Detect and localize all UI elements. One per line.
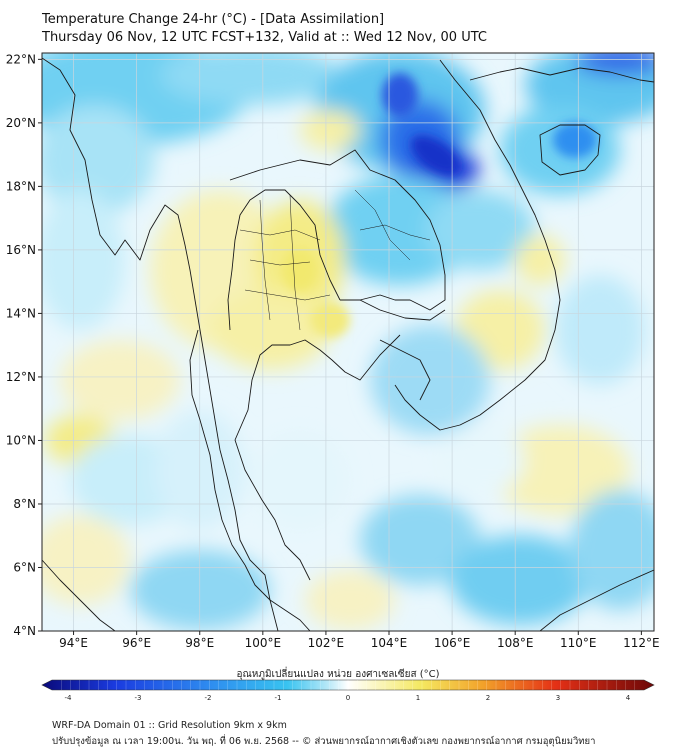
colorbar-bar: [41, 679, 655, 691]
lon-tick-label: 102°E: [308, 636, 345, 650]
lat-tick-label: 12°N: [6, 370, 36, 384]
lon-tick-label: 100°E: [245, 636, 282, 650]
chart-subtitle: Thursday 06 Nov, 12 UTC FCST+132, Valid …: [42, 30, 487, 45]
map-svg: 22°N 20°N 18°N 16°N 14°N 12°N 10°N 8°N 6°N 4°N 94…: [6, 52, 660, 702]
map-figure: 22°N 20°N 18°N 16°N 14°N 12°N 10°N 8°N 6°N 4°N 94…: [6, 52, 660, 702]
colorbar-tick-label: 0: [346, 694, 350, 700]
colorbar-ticks: -4 -3 -2 -1 0 1 2 3 4: [65, 694, 631, 702]
lon-tick-label: 104°E: [371, 636, 408, 650]
lat-tick-label: 6°N: [13, 560, 36, 574]
colorbar: -4 -3 -2 -1 0 1 2 3 4: [41, 679, 655, 702]
colorbar-tick-label: 2: [486, 694, 490, 700]
lon-tick-label: 108°E: [497, 636, 534, 650]
country-borders: [42, 57, 654, 631]
colorbar-tick-label: -3: [135, 694, 142, 700]
lat-tick-label: 22°N: [6, 52, 36, 66]
longitude-labels: 94°E 96°E 98°E 100°E 102°E 104°E 106°E 108°E 110…: [59, 631, 660, 650]
colorbar-title: อุณหภูมิเปลี่ยนแปลง หน่วย องศาเซลเซียส (…: [236, 669, 440, 680]
footer-model-info: WRF-DA Domain 01 :: Grid Resolution 9km …: [52, 720, 287, 731]
colorbar-tick-label: 4: [626, 694, 631, 700]
lat-tick-label: 10°N: [6, 433, 36, 447]
colorbar-tick-label: -1: [275, 694, 282, 700]
map-frame: [41, 52, 655, 632]
lon-tick-label: 110°E: [560, 636, 597, 650]
lon-tick-label: 96°E: [122, 636, 151, 650]
lon-tick-label: 98°E: [185, 636, 214, 650]
colorbar-tick-label: -2: [205, 694, 212, 700]
lat-tick-label: 4°N: [13, 624, 36, 638]
colorbar-tick-label: -4: [65, 694, 73, 700]
chart-title: Temperature Change 24-hr (°C) - [Data As…: [42, 12, 385, 27]
temperature-field: [42, 53, 654, 631]
lat-tick-label: 8°N: [13, 497, 36, 511]
colorbar-tick-label: 3: [556, 694, 560, 700]
latitude-labels: 22°N 20°N 18°N 16°N 14°N 12°N 10°N 8°N 6°N 4°N: [6, 52, 42, 638]
lat-tick-label: 16°N: [6, 243, 36, 257]
lon-tick-label: 112°E: [623, 636, 660, 650]
footer-update-info: ปรับปรุงข้อมูล ณ เวลา 19:00น. วัน พฤ. ที…: [52, 736, 596, 747]
colorbar-tick-label: 1: [416, 694, 420, 700]
lon-tick-label: 106°E: [434, 636, 471, 650]
lat-tick-label: 14°N: [6, 306, 36, 320]
lat-tick-label: 20°N: [6, 116, 36, 130]
lon-tick-label: 94°E: [59, 636, 88, 650]
lat-tick-label: 18°N: [6, 179, 36, 193]
